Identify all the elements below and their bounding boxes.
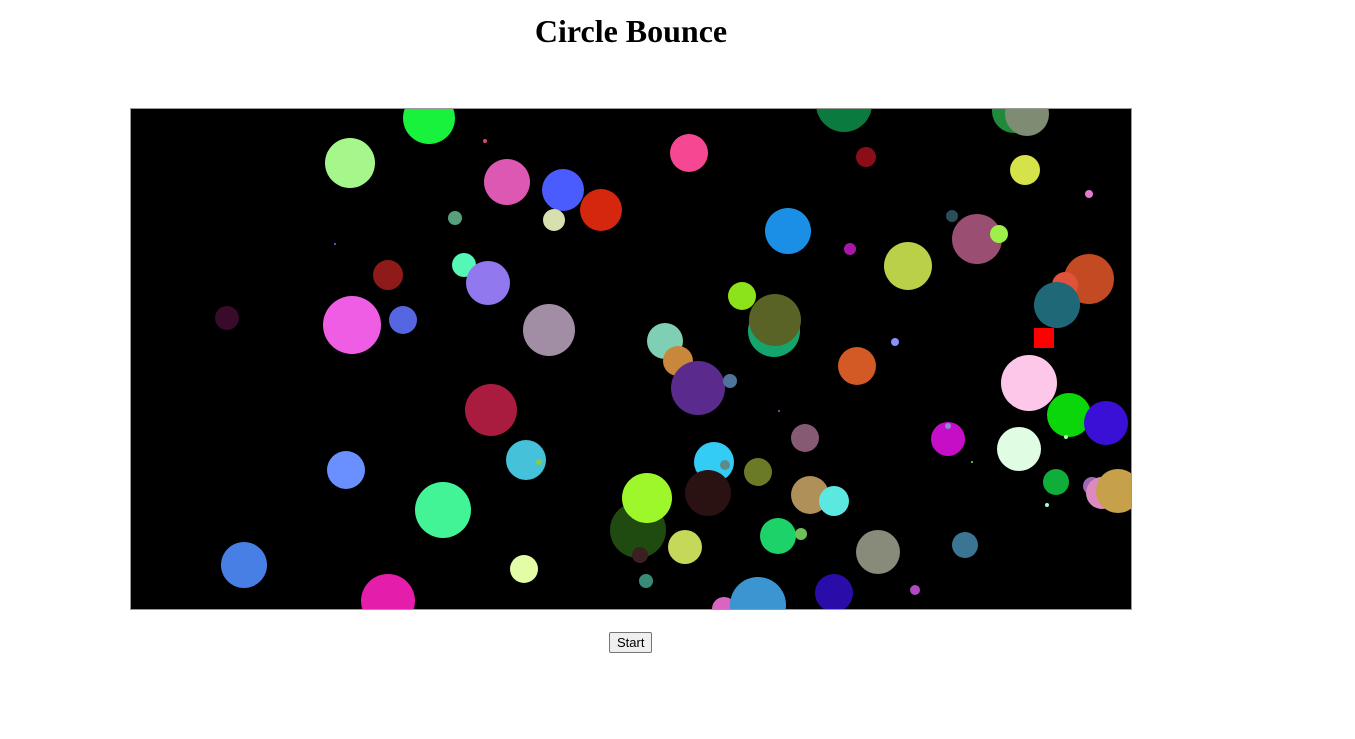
bouncing-circle bbox=[791, 424, 819, 452]
bouncing-circle bbox=[221, 542, 267, 588]
bouncing-circle bbox=[622, 473, 672, 523]
bouncing-circle bbox=[946, 210, 958, 222]
bouncing-circle bbox=[891, 338, 899, 346]
bouncing-circle bbox=[466, 261, 510, 305]
bouncing-circle bbox=[484, 159, 530, 205]
bouncing-circle bbox=[325, 138, 375, 188]
bouncing-circle bbox=[403, 109, 455, 144]
bouncing-circle bbox=[1047, 393, 1091, 437]
bouncing-circle bbox=[632, 547, 648, 563]
bouncing-circle bbox=[536, 459, 542, 465]
bouncing-circle bbox=[1064, 254, 1114, 304]
bouncing-circle bbox=[971, 461, 973, 463]
bouncing-circle bbox=[712, 597, 736, 609]
bouncing-circle bbox=[1043, 469, 1069, 495]
bouncing-circle bbox=[465, 384, 517, 436]
bouncing-circle bbox=[543, 209, 565, 231]
bouncing-circle bbox=[523, 304, 575, 356]
bouncing-circle bbox=[1085, 190, 1093, 198]
bouncing-circle bbox=[1096, 469, 1131, 513]
bouncing-circle bbox=[670, 134, 708, 172]
bouncing-circle bbox=[506, 440, 546, 480]
bouncing-circle bbox=[749, 294, 801, 346]
bouncing-circle bbox=[884, 242, 932, 290]
bouncing-circle bbox=[819, 486, 849, 516]
bouncing-circle bbox=[334, 243, 336, 245]
player-square bbox=[1034, 328, 1054, 348]
bouncing-circle bbox=[931, 422, 965, 456]
bouncing-circle bbox=[816, 109, 872, 132]
start-button[interactable]: Start bbox=[609, 632, 653, 653]
bouncing-circle bbox=[639, 574, 653, 588]
bouncing-circle bbox=[215, 306, 239, 330]
bouncing-circle bbox=[510, 555, 538, 583]
bouncing-circle bbox=[323, 296, 381, 354]
bouncing-circle bbox=[1010, 155, 1040, 185]
bouncing-circle bbox=[1005, 109, 1049, 136]
bouncing-circle bbox=[997, 427, 1041, 471]
bouncing-circle bbox=[1045, 503, 1049, 507]
bouncing-circle bbox=[685, 470, 731, 516]
bouncing-circle bbox=[415, 482, 471, 538]
bouncing-circle bbox=[668, 530, 702, 564]
bouncing-circle bbox=[760, 518, 796, 554]
bouncing-circle bbox=[744, 458, 772, 486]
bouncing-circle bbox=[945, 423, 951, 429]
bouncing-circle bbox=[1064, 435, 1068, 439]
game-canvas[interactable] bbox=[130, 108, 1132, 610]
bouncing-circle bbox=[765, 208, 811, 254]
game-board bbox=[131, 109, 1131, 609]
bouncing-circle bbox=[373, 260, 403, 290]
bouncing-circle bbox=[580, 189, 622, 231]
bouncing-circle bbox=[844, 243, 856, 255]
bouncing-circle bbox=[815, 574, 853, 609]
page-title: Circle Bounce bbox=[534, 13, 728, 49]
bouncing-circle bbox=[952, 532, 978, 558]
bouncing-circle bbox=[856, 530, 900, 574]
bouncing-circle bbox=[720, 460, 730, 470]
bouncing-circle bbox=[838, 347, 876, 385]
bouncing-circle bbox=[1001, 355, 1057, 411]
circle-layer bbox=[215, 109, 1131, 609]
bouncing-circle bbox=[327, 451, 365, 489]
bouncing-circle bbox=[856, 147, 876, 167]
bouncing-circle bbox=[361, 574, 415, 609]
bouncing-circle bbox=[795, 528, 807, 540]
bouncing-circle bbox=[1034, 282, 1080, 328]
bouncing-circle bbox=[730, 577, 786, 609]
bouncing-circle bbox=[448, 211, 462, 225]
bouncing-circle bbox=[671, 361, 725, 415]
bouncing-circle bbox=[542, 169, 584, 211]
bouncing-circle bbox=[990, 225, 1008, 243]
bouncing-circle bbox=[778, 410, 780, 412]
bouncing-circle bbox=[389, 306, 417, 334]
bouncing-circle bbox=[1084, 401, 1128, 445]
bouncing-circle bbox=[952, 214, 1002, 264]
bouncing-circle bbox=[910, 585, 920, 595]
bouncing-circle bbox=[728, 282, 756, 310]
bouncing-circle bbox=[723, 374, 737, 388]
bouncing-circle bbox=[483, 139, 487, 143]
